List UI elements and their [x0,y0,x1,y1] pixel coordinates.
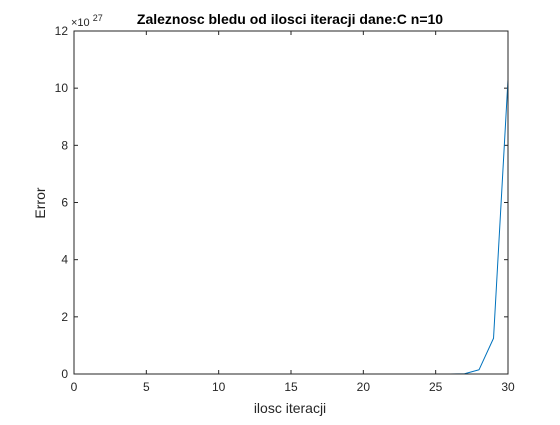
y-multiplier: ×10 27 [71,13,103,29]
x-tick-label: 10 [212,380,226,394]
x-tick-label: 20 [357,380,371,394]
y-multiplier-base: ×10 [71,17,90,29]
y-axis-label: Error [32,187,48,218]
y-tick-label: 0 [61,367,68,381]
x-tick-label: 15 [284,380,298,394]
y-tick-label: 4 [61,253,68,267]
y-tick-label: 10 [55,81,69,95]
x-tick-label: 30 [501,380,515,394]
ticks-layer: 0 5 10 15 20 25 30 0 2 4 6 8 10 12 [55,24,515,394]
x-axis-label: ilosc iteracji [254,400,326,416]
series-line [88,79,509,375]
chart-title: Zaleznosc bledu od ilosci iteracji dane:… [137,11,443,27]
x-tick-label: 25 [429,380,443,394]
y-tick-label: 2 [61,310,68,324]
plot-area [73,30,509,375]
y-tick-label: 6 [61,196,68,210]
x-tick-label: 0 [71,380,78,394]
series-layer [88,79,509,375]
y-multiplier-exponent: 27 [93,13,103,23]
y-tick-label: 12 [55,24,69,38]
y-tick-label: 8 [61,138,68,152]
x-tick-label: 5 [143,380,150,394]
